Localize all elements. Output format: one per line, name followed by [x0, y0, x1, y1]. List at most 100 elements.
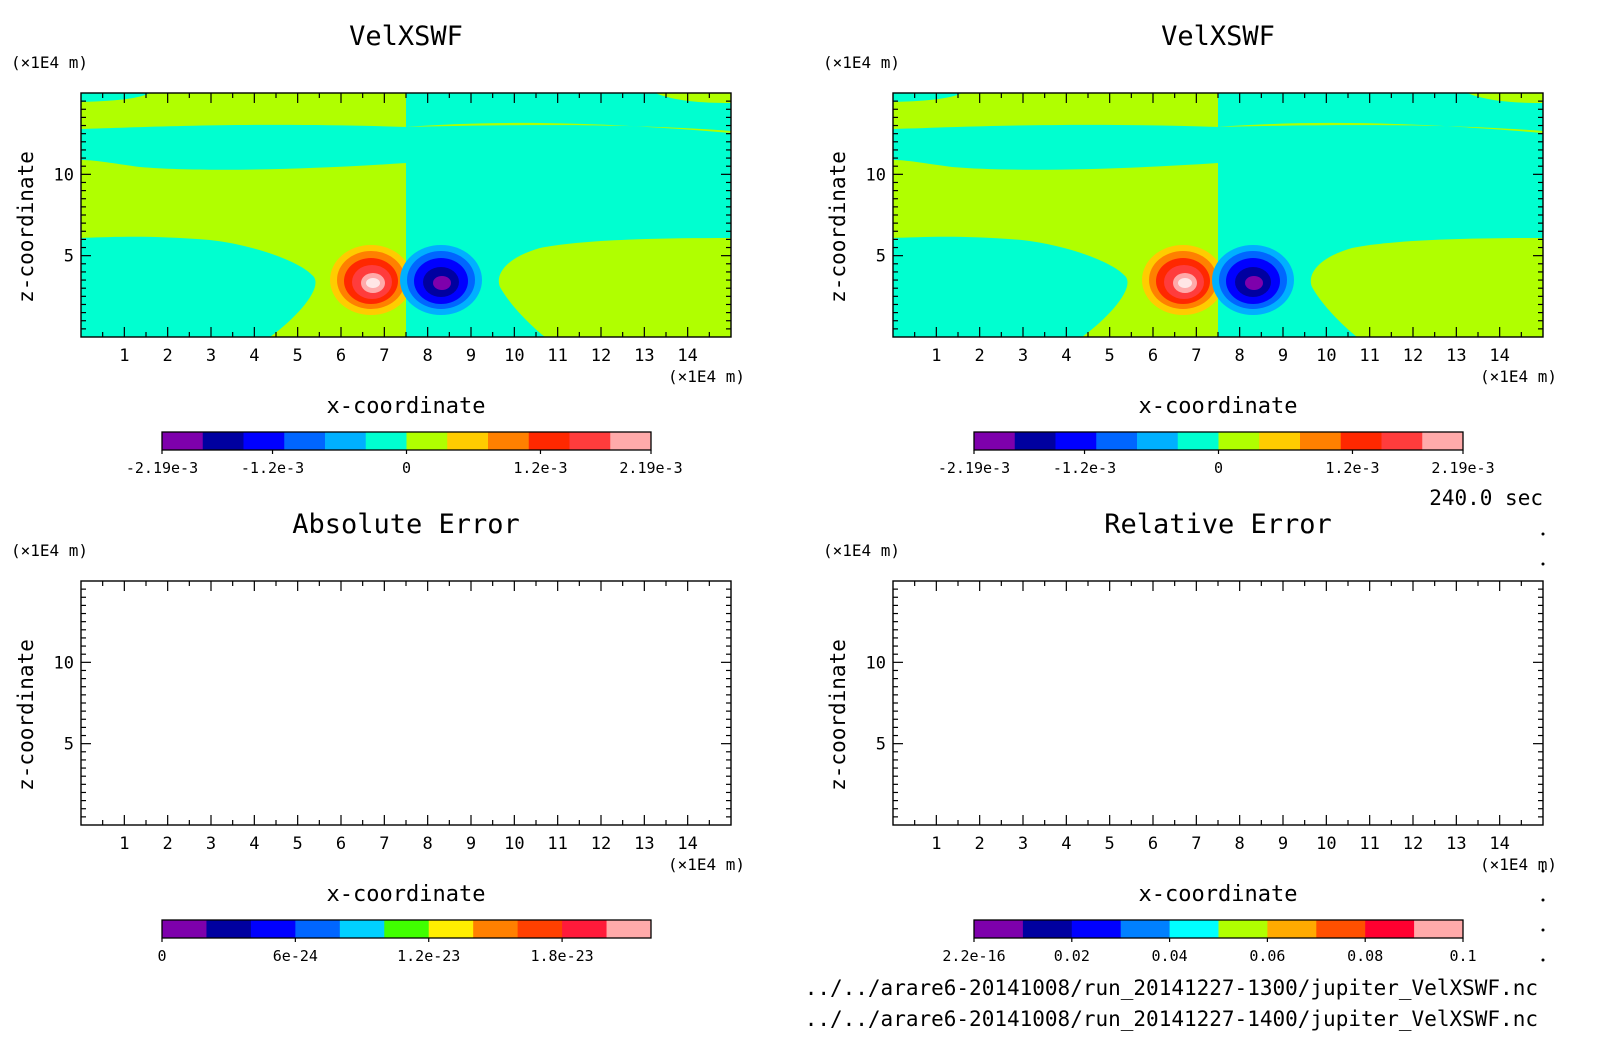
colorbar-segment: [202, 432, 244, 450]
colorbar-segment: [1137, 432, 1179, 450]
x-tick-label: 12: [1403, 346, 1423, 366]
x-tick-label: 6: [1148, 834, 1158, 854]
colorbar-segment: [206, 920, 252, 938]
x-tick-label: 3: [1018, 346, 1028, 366]
colorbar-segment: [250, 920, 296, 938]
x-tick-label: 12: [591, 346, 611, 366]
x-unit-label: (×1E4 m): [1480, 367, 1557, 386]
colorbar-segment: [1267, 920, 1317, 938]
x-unit-label: (×1E4 m): [668, 855, 745, 874]
x-tick-label: 4: [1061, 834, 1071, 854]
y-axis-label: z-coordinate: [14, 151, 38, 303]
x-tick-label: 5: [1105, 346, 1115, 366]
time-label: 240.0 sec: [1429, 486, 1543, 510]
colorbar-segment: [517, 920, 563, 938]
x-tick-label: 11: [1359, 834, 1379, 854]
y-tick-label: 10: [866, 165, 886, 185]
x-tick-label: 1: [119, 834, 129, 854]
colorbar-segment: [528, 432, 570, 450]
colorbar-label: -2.19e-3: [938, 459, 1010, 477]
colorbar-segment: [384, 920, 430, 938]
colorbar-label: -2.19e-3: [126, 459, 198, 477]
x-tick-label: 12: [1403, 834, 1423, 854]
y-tick-label: 5: [64, 735, 74, 755]
x-tick-label: 7: [1191, 834, 1201, 854]
colorbar-segment: [447, 432, 489, 450]
colorbar-segment: [1316, 920, 1366, 938]
x-tick-label: 11: [1359, 346, 1379, 366]
x-tick-label: 3: [1018, 834, 1028, 854]
x-unit-label: (×1E4 m): [1480, 855, 1557, 874]
x-tick-label: 10: [1316, 834, 1336, 854]
x-tick-label: 2: [163, 346, 173, 366]
x-tick-label: 8: [423, 834, 433, 854]
x-axis-label: x-coordinate: [1139, 394, 1298, 419]
y-axis-label: z-coordinate: [14, 639, 38, 791]
colorbar-label: 1.2e-23: [397, 947, 460, 965]
colorbar-segment: [1055, 432, 1097, 450]
colorbar-label: -1.2e-3: [1053, 459, 1116, 477]
colorbar-segment: [1169, 920, 1219, 938]
dot-marks: [1541, 532, 1545, 962]
x-tick-label: 6: [1148, 346, 1158, 366]
x-tick-label: 9: [1278, 346, 1288, 366]
y-axis-label: z-coordinate: [826, 639, 850, 791]
colorbar-label: 2.19e-3: [1431, 459, 1494, 477]
colorbar-label: 1.8e-23: [530, 947, 593, 965]
x-tick-label: 7: [379, 834, 389, 854]
colorbar-segment: [473, 920, 519, 938]
colorbar-segment: [1096, 432, 1138, 450]
colorbar-label: -1.2e-3: [241, 459, 304, 477]
colorbar-segment: [606, 920, 652, 938]
x-tick-label: 8: [1235, 346, 1245, 366]
colorbar-segment: [974, 432, 1016, 450]
x-tick-label: 4: [1061, 346, 1071, 366]
colorbar-label: 2.19e-3: [619, 459, 682, 477]
colorbar-label: 0: [1214, 459, 1223, 477]
x-tick-label: 10: [504, 834, 524, 854]
colorbar-segment: [406, 432, 448, 450]
colorbar-frame: [161, 919, 652, 939]
x-tick-label: 4: [249, 346, 259, 366]
colorbar-segment: [365, 432, 407, 450]
x-tick-label: 4: [249, 834, 259, 854]
x-tick-label: 2: [163, 834, 173, 854]
x-tick-label: 2: [975, 834, 985, 854]
y-axis-label: z-coordinate: [826, 151, 850, 303]
colorbar-segment: [1177, 432, 1219, 450]
colorbar-segment: [325, 432, 367, 450]
colorbar-segment: [243, 432, 285, 450]
colorbar-label: 6e-24: [273, 947, 318, 965]
x-tick-label: 3: [206, 834, 216, 854]
x-tick-label: 1: [931, 346, 941, 366]
x-tick-label: 11: [547, 834, 567, 854]
colorbar-label: 0.02: [1054, 947, 1090, 965]
x-tick-label: 14: [1489, 346, 1509, 366]
colorbar-segment: [284, 432, 326, 450]
colorbar-segment: [1365, 920, 1415, 938]
x-tick-label: 13: [1446, 346, 1466, 366]
y-unit-label: (×1E4 m): [11, 541, 88, 560]
x-tick-label: 5: [1105, 834, 1115, 854]
colorbar-label: 0.06: [1249, 947, 1285, 965]
y-tick-label: 10: [54, 165, 74, 185]
x-unit-label: (×1E4 m): [668, 367, 745, 386]
x-tick-label: 13: [634, 834, 654, 854]
colorbar-label: 0: [157, 947, 166, 965]
y-unit-label: (×1E4 m): [823, 541, 900, 560]
colorbar-label: 1.2e-3: [513, 459, 567, 477]
x-tick-label: 5: [293, 346, 303, 366]
colorbar-label: 1.2e-3: [1325, 459, 1379, 477]
colorbar-segment: [1120, 920, 1171, 938]
y-tick-label: 5: [64, 247, 74, 267]
x-tick-label: 1: [119, 346, 129, 366]
y-tick-label: 5: [876, 247, 886, 267]
y-tick-label: 10: [866, 653, 886, 673]
x-tick-label: 14: [1489, 834, 1509, 854]
colorbar-segment: [562, 920, 608, 938]
